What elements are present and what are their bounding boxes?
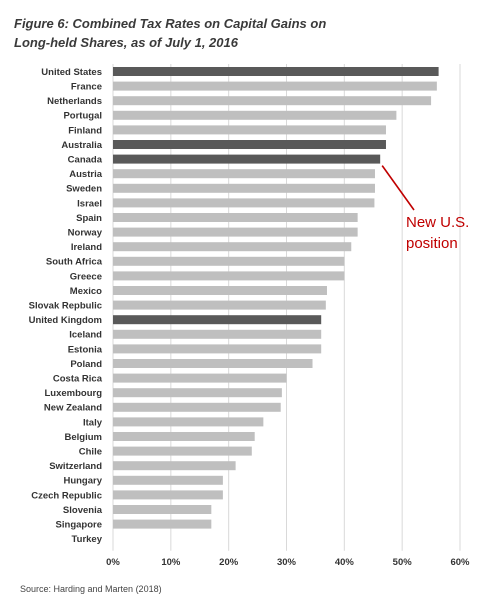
category-label-united-kingdom: United Kingdom: [29, 315, 102, 326]
bar-hungary: [113, 475, 223, 485]
category-label-united-states: United States: [41, 67, 102, 78]
category-label-spain: Spain: [76, 213, 102, 224]
chart-title: Figure 6: Combined Tax Rates on Capital …: [14, 14, 484, 52]
bar-sweden: [113, 183, 375, 193]
bar-poland: [113, 359, 313, 368]
bar-slovak-repbulic: [113, 300, 326, 310]
category-label-mexico: Mexico: [70, 286, 102, 297]
bar-austria: [113, 169, 375, 179]
category-label-czech-republic: Czech Republic: [31, 490, 102, 501]
bar-costa-rica: [113, 373, 287, 383]
bar-norway: [113, 227, 358, 237]
annotation-line-2: position: [406, 235, 458, 252]
category-label-luxembourg: Luxembourg: [44, 388, 102, 399]
category-label-france: France: [71, 82, 102, 93]
chart-title-line-1: Figure 6: Combined Tax Rates on Capital …: [14, 16, 327, 31]
category-label-italy: Italy: [83, 417, 103, 428]
annotation-line-1: New U.S.: [406, 214, 470, 231]
category-label-iceland: Iceland: [69, 330, 102, 341]
bar-united-kingdom: [113, 315, 322, 325]
chart-title-line-2: Long-held Shares, as of July 1, 2016: [14, 35, 238, 50]
category-label-austria: Austria: [69, 169, 102, 180]
bar-estonia: [113, 344, 322, 354]
bar-mexico: [113, 286, 327, 295]
category-label-slovak-repbulic: Slovak Repbulic: [29, 301, 102, 312]
category-label-hungary: Hungary: [63, 476, 102, 487]
bar-greece: [113, 271, 345, 281]
x-tick-label-0: 0%: [106, 557, 120, 568]
category-label-finland: Finland: [68, 125, 102, 136]
x-tick-label-60: 60%: [450, 557, 470, 568]
category-label-portugal: Portugal: [63, 111, 102, 122]
bar-south-africa: [113, 256, 345, 266]
category-label-south-africa: South Africa: [46, 257, 103, 268]
category-label-belgium: Belgium: [65, 432, 102, 443]
category-label-estonia: Estonia: [68, 344, 103, 355]
bar-singapore: [113, 519, 212, 529]
category-label-netherlands: Netherlands: [47, 96, 102, 107]
bar-czech-republic: [113, 490, 223, 500]
category-label-slovenia: Slovenia: [63, 505, 103, 516]
bar-spain: [113, 213, 358, 222]
bar-ireland: [113, 242, 352, 252]
bar-israel: [113, 198, 375, 208]
bar-united-states: [113, 67, 439, 76]
x-tick-label-40: 40%: [335, 557, 355, 568]
x-tick-label-20: 20%: [219, 557, 239, 568]
bar-iceland: [113, 329, 322, 339]
category-label-sweden: Sweden: [66, 184, 102, 195]
category-label-chile: Chile: [79, 447, 102, 458]
source-note: Source: Harding and Marten (2018): [20, 584, 162, 594]
bar-france: [113, 81, 437, 91]
x-tick-label-50: 50%: [393, 557, 413, 568]
category-label-australia: Australia: [61, 140, 102, 151]
category-label-greece: Greece: [70, 271, 102, 282]
category-label-poland: Poland: [70, 359, 102, 370]
bar-australia: [113, 140, 386, 149]
category-label-israel: Israel: [77, 198, 102, 209]
category-label-switzerland: Switzerland: [49, 461, 102, 472]
bar-finland: [113, 125, 386, 135]
category-label-singapore: Singapore: [56, 520, 102, 531]
x-tick-label-30: 30%: [277, 557, 297, 568]
new-us-position-annotation: New U.S. position: [406, 212, 469, 254]
bar-canada: [113, 154, 381, 164]
bar-chile: [113, 446, 252, 456]
bar-slovenia: [113, 505, 212, 514]
category-label-canada: Canada: [68, 155, 103, 166]
bar-italy: [113, 417, 264, 427]
category-label-new-zealand: New Zealand: [44, 403, 102, 414]
annotation-arrow-line: [381, 165, 415, 211]
bar-switzerland: [113, 461, 236, 471]
x-tick-label-10: 10%: [161, 557, 181, 568]
bar-portugal: [113, 110, 397, 120]
category-label-turkey: Turkey: [72, 534, 103, 545]
category-label-costa-rica: Costa Rica: [53, 374, 103, 385]
bar-belgium: [113, 432, 255, 441]
bar-luxembourg: [113, 388, 282, 398]
bar-new-zealand: [113, 402, 281, 412]
category-label-norway: Norway: [68, 228, 103, 239]
bar-netherlands: [113, 96, 432, 106]
category-label-ireland: Ireland: [71, 242, 102, 253]
